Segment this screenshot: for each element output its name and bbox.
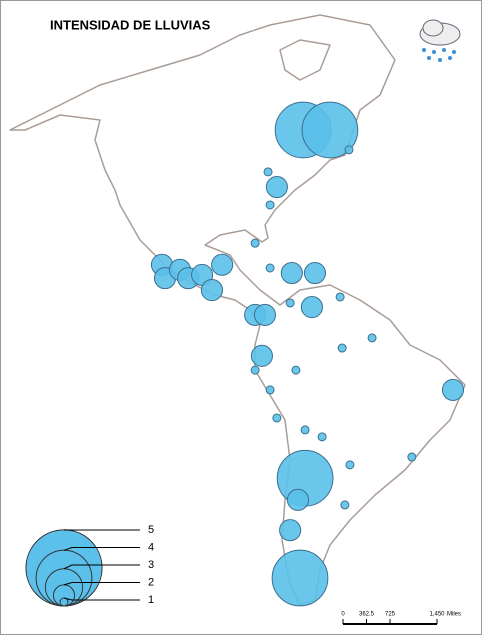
legend-leader (63, 582, 140, 586)
rain-bubble (291, 365, 301, 375)
rain-bubble (250, 344, 273, 367)
rain-bubble (272, 413, 282, 423)
rain-bubble (300, 296, 323, 319)
rain-bubble (265, 385, 275, 395)
rain-icon (419, 19, 461, 62)
rain-bubble (271, 549, 329, 607)
rain-bubble (407, 452, 417, 462)
rain-bubble (265, 263, 275, 273)
legend-label: 5 (148, 524, 154, 536)
legend-leader (63, 564, 140, 570)
rain-bubble (337, 343, 347, 353)
map-title: INTENSIDAD DE LLUVIAS (50, 17, 211, 32)
rain-bubble (263, 167, 273, 177)
legend-label: 4 (148, 541, 154, 553)
rain-bubble (300, 425, 310, 435)
rain-bubble (335, 292, 345, 302)
scale-label: 362.5 (359, 612, 375, 618)
legend-label: 3 (148, 559, 154, 571)
legend-label: 1 (148, 594, 154, 606)
rain-bubble (265, 175, 288, 199)
legend-label: 2 (148, 576, 154, 588)
rain-bubble (286, 488, 310, 511)
rain-bubble (211, 253, 234, 276)
rain-bubble (441, 378, 465, 401)
rain-bubble (265, 200, 275, 210)
rain-bubble (285, 298, 295, 308)
rain-bubble (250, 238, 260, 248)
coastline (9, 14, 466, 606)
rain-bubble (317, 432, 327, 442)
rain-bubble (250, 365, 260, 375)
scale-label: 1,450 (429, 612, 445, 618)
rain-bubble (303, 262, 327, 285)
legend-bubble (25, 529, 103, 607)
rain-bubble (279, 519, 302, 542)
scale-label: 0 (341, 612, 345, 618)
rain-bubble (253, 303, 277, 326)
legend-leader (63, 547, 140, 551)
rain-bubble (280, 262, 303, 285)
rain-bubble (340, 500, 350, 510)
rain-bubble (301, 101, 359, 159)
scale-unit: Miles (447, 612, 461, 618)
legend-leader (63, 597, 140, 601)
scale-label: 725 (385, 612, 396, 618)
rain-bubble (367, 333, 377, 343)
rain-bubble (344, 145, 354, 155)
rain-bubble (200, 279, 223, 302)
rain-bubble (345, 460, 355, 470)
